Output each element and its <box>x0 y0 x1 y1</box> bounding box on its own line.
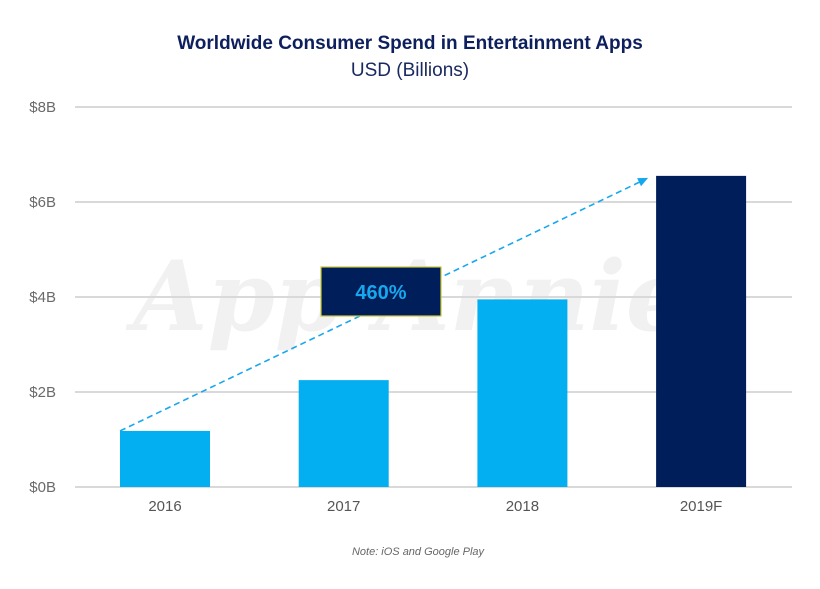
chart-note: Note: iOS and Google Play <box>352 546 486 558</box>
y-tick-label: $2B <box>29 384 56 401</box>
y-tick-label: $0B <box>29 479 56 496</box>
y-tick-label: $4B <box>29 289 56 306</box>
arrow-head-icon <box>637 177 649 187</box>
bar-2018 <box>477 299 568 487</box>
bars <box>120 175 747 487</box>
x-tick-label: 2016 <box>148 498 181 515</box>
bar-2019F <box>656 175 747 487</box>
growth-arrow <box>119 177 649 432</box>
x-tick-label: 2017 <box>327 498 360 515</box>
annotation-label: 460% <box>355 282 406 304</box>
x-tick-label: 2018 <box>506 498 539 515</box>
growth-arrow-line <box>119 180 643 432</box>
x-axis-ticks: 2016 2017 2018 2019F <box>148 498 722 515</box>
chart-subtitle: USD (Billions) <box>351 60 469 81</box>
bar-2017 <box>298 380 389 487</box>
y-tick-label: $6B <box>29 194 56 211</box>
chart-title: Worldwide Consumer Spend in Entertainmen… <box>177 33 643 54</box>
y-tick-label: $8B <box>29 99 56 116</box>
bar-2016 <box>120 430 210 487</box>
x-tick-label: 2019F <box>680 498 723 515</box>
y-axis-ticks: $0B $2B $4B $6B $8B <box>29 99 56 496</box>
annotation-box <box>320 266 442 317</box>
growth-annotation: 460% <box>320 266 442 317</box>
